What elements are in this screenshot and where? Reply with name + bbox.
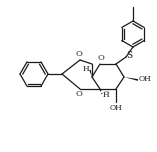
Text: O: O	[76, 90, 82, 98]
Polygon shape	[89, 70, 92, 77]
Text: OH: OH	[139, 75, 151, 83]
Polygon shape	[124, 77, 138, 81]
Text: O: O	[76, 50, 82, 59]
Text: OH: OH	[110, 104, 122, 112]
Text: H: H	[83, 65, 89, 73]
Text: S: S	[126, 52, 132, 60]
Text: O: O	[97, 55, 104, 62]
Text: H̅: H̅	[103, 91, 109, 99]
